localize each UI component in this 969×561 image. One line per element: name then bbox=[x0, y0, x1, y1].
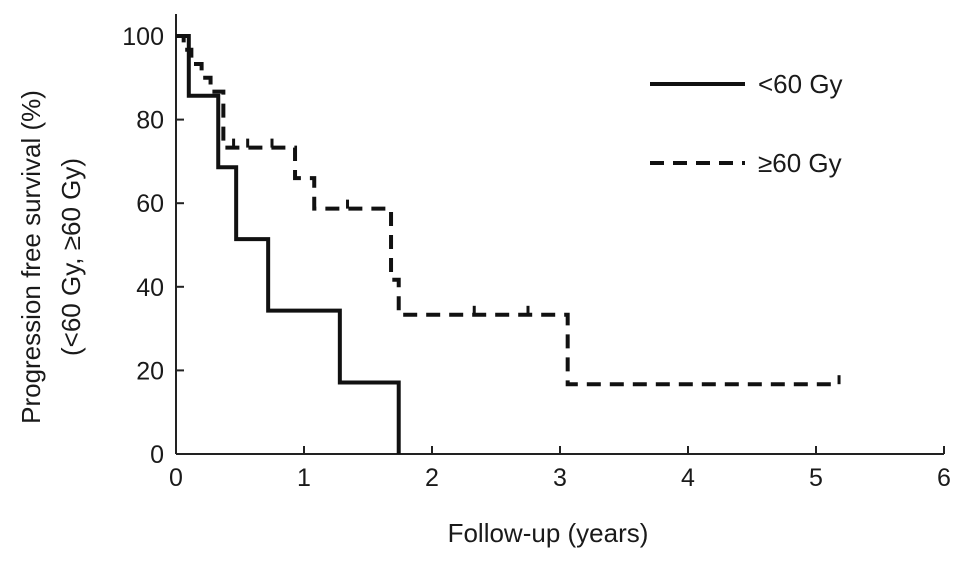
x-tick-label: 3 bbox=[553, 464, 567, 492]
y-axis-title-line: (<60 Gy, ≥60 Gy) bbox=[56, 158, 86, 356]
x-tick-label: 5 bbox=[809, 464, 823, 492]
y-axis-title-line: Progression free survival (%) bbox=[16, 90, 46, 424]
x-tick-label: 4 bbox=[681, 464, 695, 492]
y-tick-label: 0 bbox=[150, 441, 164, 469]
legend: <60 Gy ≥60 Gy bbox=[650, 69, 843, 178]
x-axis-title: Follow-up (years) bbox=[448, 518, 649, 548]
series-line-1 bbox=[176, 34, 840, 387]
x-tick-label: 2 bbox=[425, 464, 439, 492]
series-line-0 bbox=[176, 34, 401, 454]
legend-label-1: ≥60 Gy bbox=[758, 148, 842, 178]
y-tick-label: 40 bbox=[136, 274, 164, 302]
series-layer bbox=[176, 34, 841, 454]
x-tick-label: 1 bbox=[297, 464, 311, 492]
y-tick-label: 60 bbox=[136, 190, 164, 218]
y-tick-label: 100 bbox=[122, 23, 164, 51]
x-tick-label: 6 bbox=[937, 464, 951, 492]
y-axis-title: Progression free survival (%) (<60 Gy, ≥6… bbox=[16, 90, 86, 424]
y-tick-label: 80 bbox=[136, 107, 164, 135]
x-tick-label: 0 bbox=[169, 464, 183, 492]
y-tick-label: 20 bbox=[136, 357, 164, 385]
legend-label-0: <60 Gy bbox=[758, 69, 843, 99]
